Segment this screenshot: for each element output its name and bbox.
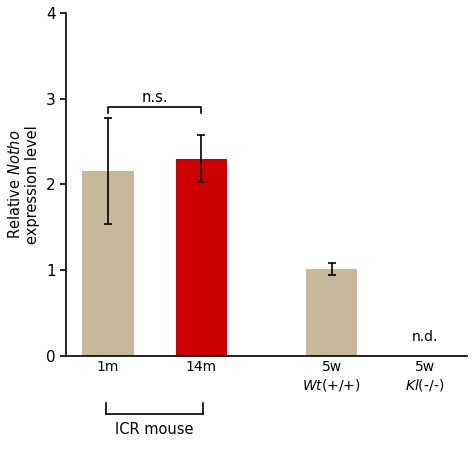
Text: n.d.: n.d. (412, 330, 438, 345)
Text: n.s.: n.s. (141, 90, 168, 105)
Text: ICR mouse: ICR mouse (115, 422, 194, 438)
Bar (82, 172, 134, 356)
Y-axis label: Relative $Notho$
expression level: Relative $Notho$ expression level (7, 125, 40, 244)
Bar (306, 269, 357, 356)
Bar (176, 158, 227, 356)
